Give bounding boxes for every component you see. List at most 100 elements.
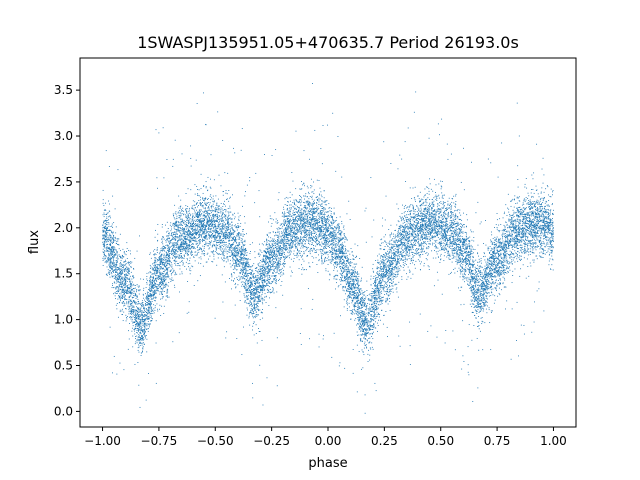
data-point bbox=[280, 255, 282, 256]
data-point bbox=[496, 219, 498, 221]
data-point bbox=[488, 280, 490, 281]
data-point bbox=[132, 302, 133, 304]
data-point bbox=[225, 235, 226, 237]
data-point bbox=[236, 242, 238, 244]
data-point bbox=[418, 220, 419, 222]
data-point bbox=[476, 279, 478, 281]
data-point bbox=[506, 230, 508, 232]
data-point bbox=[518, 232, 520, 234]
data-point bbox=[248, 278, 250, 280]
data-point bbox=[511, 223, 513, 225]
data-point bbox=[490, 287, 492, 289]
data-point bbox=[547, 209, 549, 210]
data-point bbox=[501, 265, 503, 267]
data-point bbox=[295, 219, 297, 221]
data-point bbox=[312, 227, 314, 229]
data-point bbox=[431, 236, 433, 238]
data-point bbox=[111, 273, 113, 275]
data-point bbox=[363, 335, 365, 337]
data-point bbox=[360, 292, 362, 294]
data-point bbox=[182, 264, 184, 266]
data-point bbox=[363, 320, 365, 321]
data-point bbox=[363, 324, 365, 326]
data-point bbox=[397, 261, 399, 263]
data-point bbox=[532, 212, 534, 214]
data-point bbox=[538, 227, 540, 229]
data-point bbox=[521, 244, 523, 246]
data-point bbox=[259, 295, 261, 297]
data-point bbox=[360, 310, 362, 312]
data-point bbox=[531, 223, 532, 225]
data-point bbox=[382, 254, 384, 255]
data-point bbox=[310, 239, 312, 241]
data-point bbox=[388, 260, 390, 262]
data-point bbox=[350, 285, 352, 287]
data-point bbox=[132, 275, 134, 277]
data-point bbox=[474, 272, 476, 274]
data-point bbox=[387, 245, 389, 247]
data-point bbox=[458, 254, 460, 256]
data-point bbox=[378, 313, 380, 315]
data-point bbox=[469, 246, 470, 248]
data-point bbox=[397, 242, 399, 243]
data-point bbox=[175, 231, 177, 233]
data-point bbox=[225, 214, 227, 216]
data-point bbox=[111, 261, 113, 263]
data-point bbox=[301, 219, 303, 221]
data-point bbox=[108, 255, 110, 257]
data-point bbox=[321, 220, 323, 222]
data-point bbox=[140, 307, 142, 309]
data-point bbox=[112, 263, 114, 265]
data-point bbox=[389, 271, 390, 273]
data-point bbox=[448, 238, 450, 240]
data-point bbox=[408, 227, 410, 229]
data-point bbox=[231, 276, 233, 278]
data-point bbox=[376, 286, 378, 288]
data-point bbox=[429, 183, 431, 185]
data-point bbox=[443, 222, 445, 223]
data-point bbox=[241, 253, 243, 255]
data-point bbox=[451, 216, 453, 218]
data-point bbox=[537, 227, 539, 229]
data-point bbox=[247, 260, 249, 262]
data-point bbox=[481, 323, 483, 325]
data-point bbox=[411, 243, 412, 245]
data-point bbox=[140, 335, 142, 336]
data-point bbox=[304, 227, 305, 229]
data-point bbox=[402, 259, 404, 261]
data-point bbox=[444, 229, 446, 231]
data-point bbox=[378, 297, 380, 299]
data-point bbox=[260, 286, 262, 288]
data-point bbox=[319, 210, 321, 212]
data-point bbox=[414, 264, 415, 266]
data-point bbox=[128, 272, 130, 274]
data-point bbox=[197, 189, 198, 191]
data-point bbox=[213, 210, 215, 212]
data-point bbox=[271, 254, 273, 256]
data-point bbox=[359, 322, 361, 324]
data-point bbox=[460, 248, 462, 250]
data-point bbox=[290, 233, 292, 235]
data-point bbox=[320, 225, 322, 227]
data-point bbox=[467, 364, 469, 366]
data-point bbox=[538, 208, 540, 210]
data-point bbox=[211, 240, 213, 242]
data-point bbox=[171, 233, 172, 234]
data-point bbox=[407, 266, 409, 268]
data-point bbox=[549, 227, 551, 229]
data-point bbox=[402, 216, 403, 218]
data-point bbox=[324, 223, 326, 225]
data-point bbox=[287, 223, 289, 225]
data-point bbox=[385, 273, 387, 275]
data-point bbox=[390, 250, 392, 252]
data-point bbox=[463, 268, 465, 270]
data-point bbox=[276, 222, 278, 224]
data-point bbox=[201, 223, 203, 225]
data-point bbox=[247, 280, 249, 282]
data-point bbox=[268, 248, 270, 250]
data-point bbox=[512, 233, 513, 235]
data-point bbox=[152, 291, 154, 293]
data-point bbox=[343, 225, 345, 227]
data-point bbox=[146, 309, 148, 311]
data-point bbox=[432, 244, 434, 246]
